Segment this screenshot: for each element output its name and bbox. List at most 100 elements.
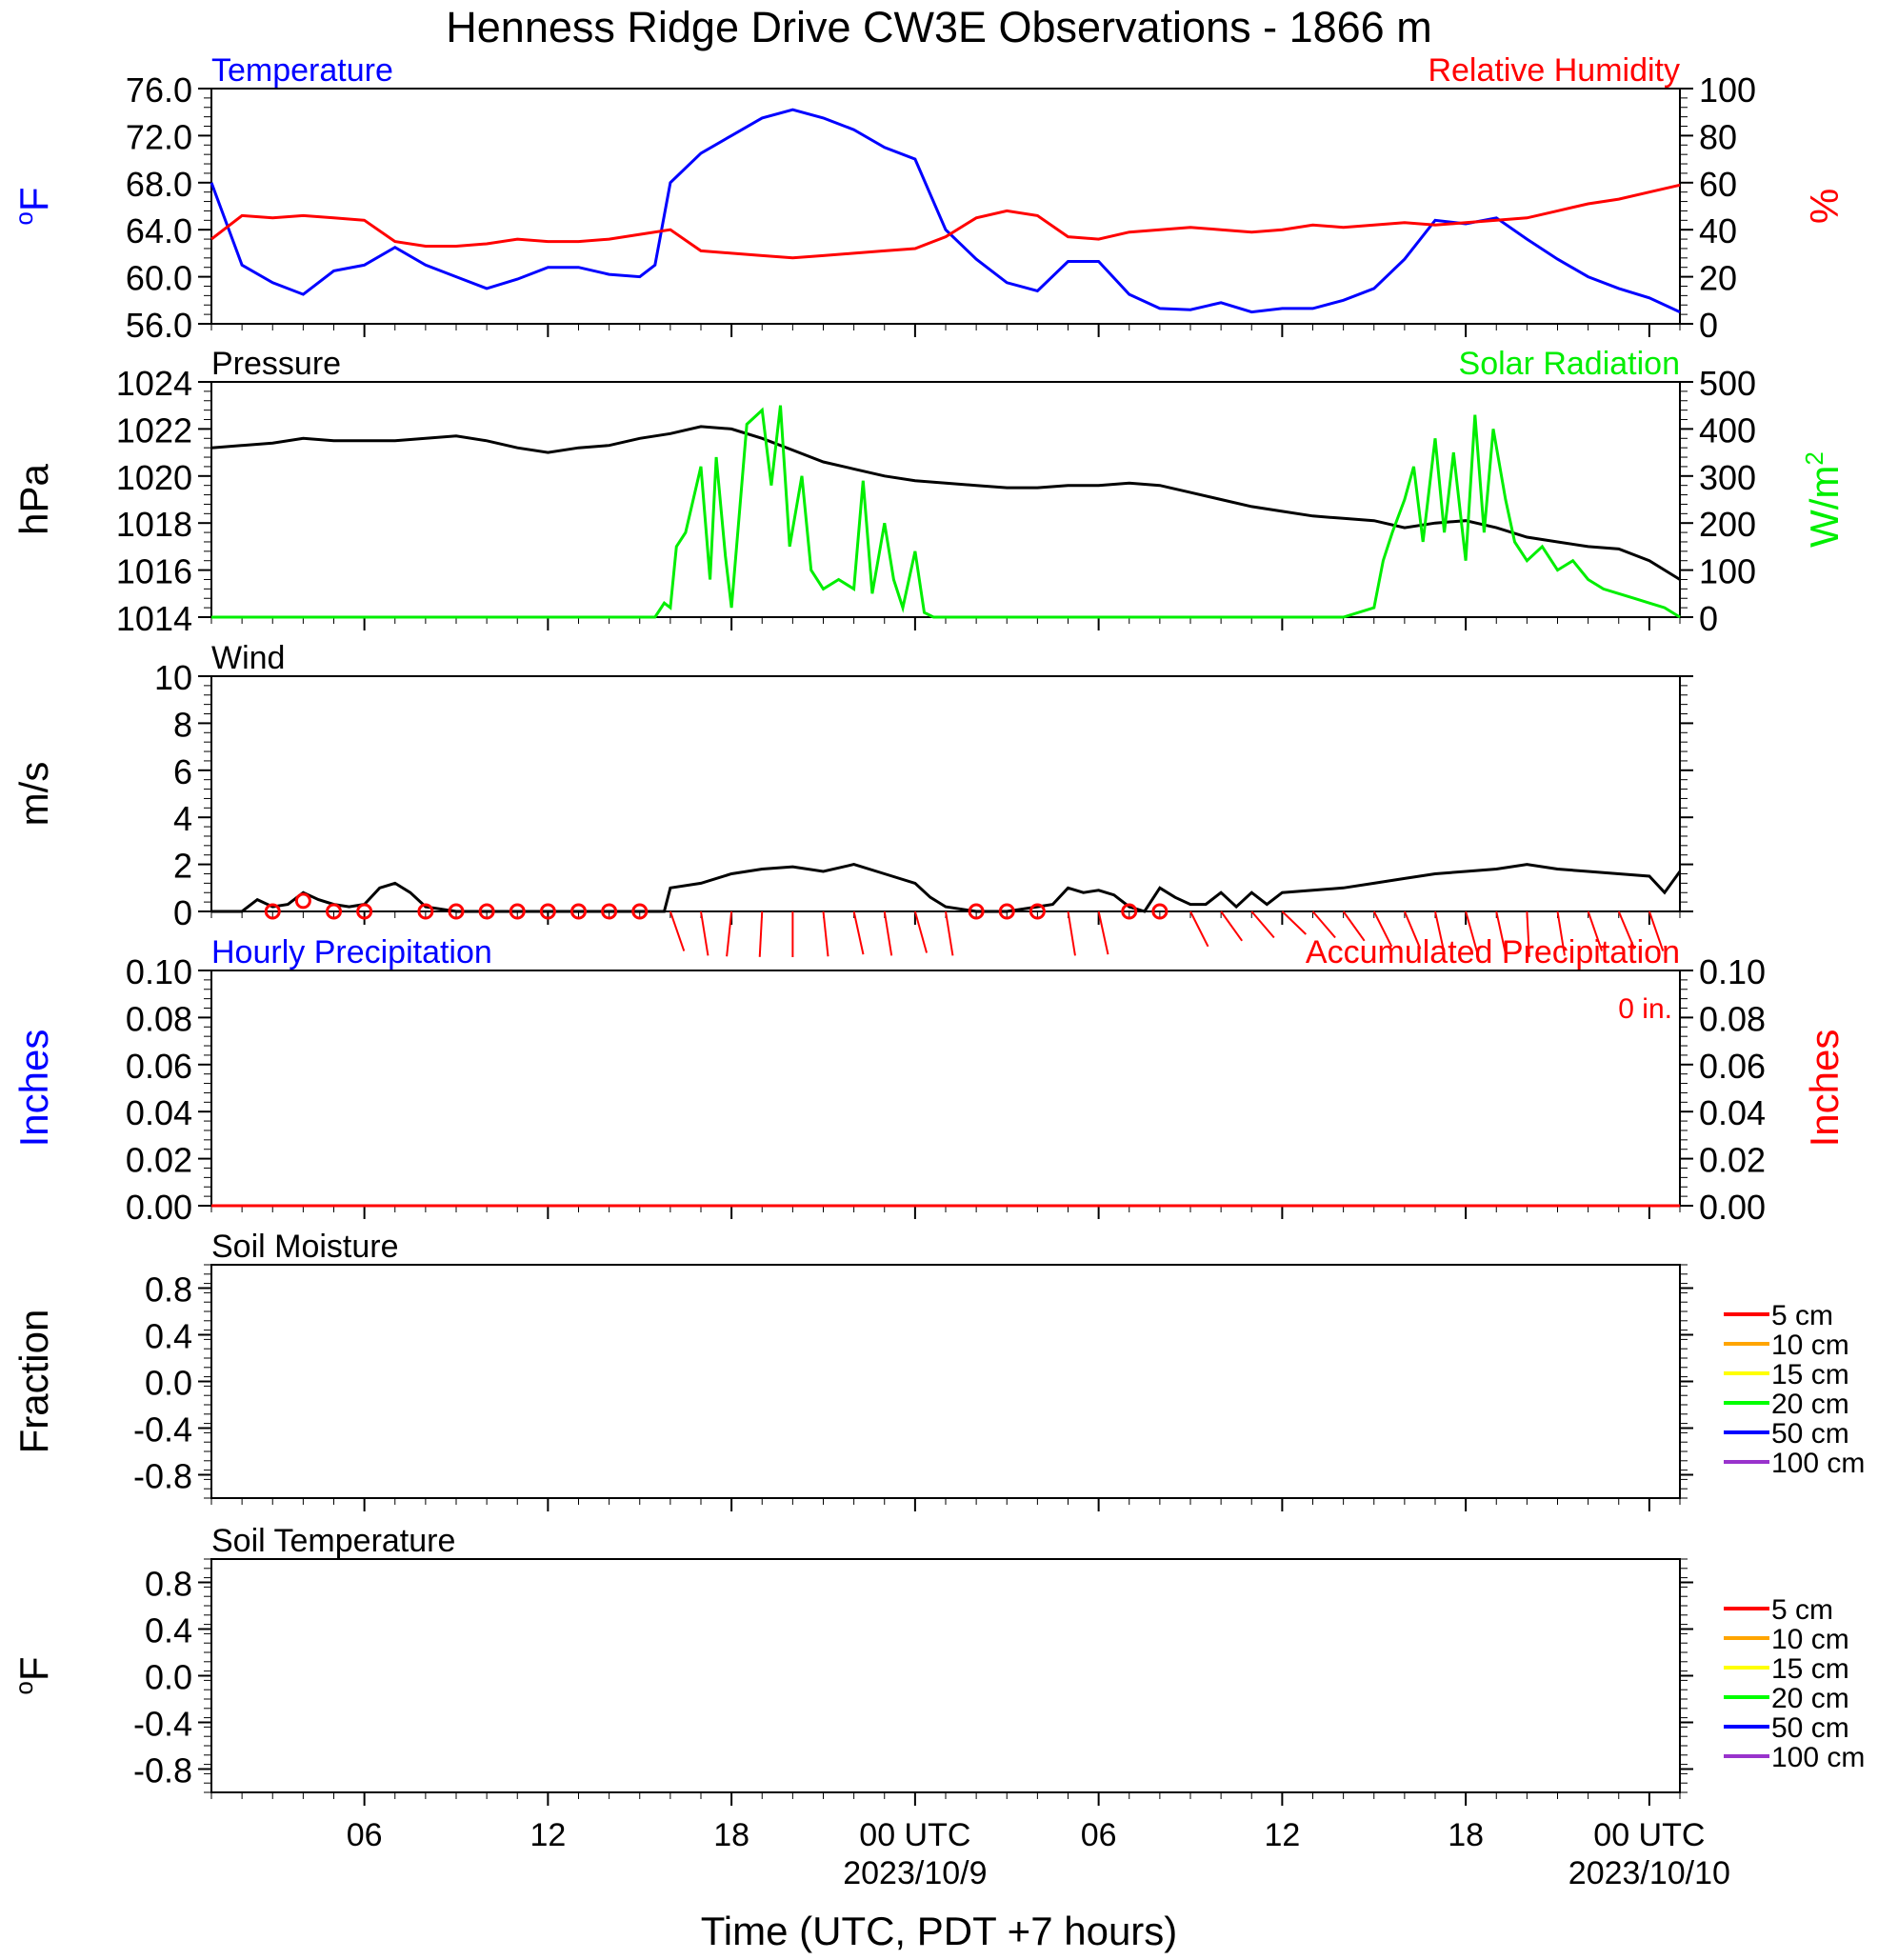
wind-barb bbox=[669, 910, 686, 951]
wind-barb bbox=[1250, 910, 1275, 939]
plot-frame bbox=[210, 88, 1681, 325]
y-tick-label-right: 300 bbox=[1699, 458, 1756, 497]
wind-calm-marker bbox=[1121, 903, 1138, 920]
panel-hourly-precipitation: 0.00 0.02 0.04 0.06 0.08 0.10 0.00 0.02 0.04 0.06… bbox=[11, 934, 1847, 1227]
legend-label: 10 cm bbox=[1771, 1330, 1849, 1361]
wind-barb bbox=[913, 910, 929, 953]
wind-barb bbox=[1067, 910, 1076, 956]
wind-barb bbox=[1311, 910, 1336, 939]
x-tick-label: 18 bbox=[1448, 1817, 1484, 1853]
legend-label: 100 cm bbox=[1771, 1742, 1865, 1773]
x-tick-label: 12 bbox=[1264, 1817, 1300, 1853]
panel-pressure: 1014 1016 1018 1020 1022 1024 0 100 200 300 400 500… bbox=[11, 346, 1847, 638]
wind-calm-marker bbox=[509, 903, 526, 920]
wind-calm-marker bbox=[356, 903, 373, 920]
y-tick-label-left: 4 bbox=[173, 799, 192, 838]
wind-barb bbox=[1434, 910, 1446, 955]
plot-frame bbox=[210, 1264, 1681, 1499]
panel-wind: 0 2 4 6 8 10 Wind m/s bbox=[11, 640, 1693, 957]
wind-barb bbox=[883, 910, 893, 956]
y-tick-label-left: -0.4 bbox=[133, 1410, 192, 1450]
panel-title-left: Soil Moisture bbox=[211, 1229, 399, 1265]
wind-calm-marker bbox=[570, 903, 587, 920]
y-tick-label-left: 60.0 bbox=[126, 259, 192, 298]
y-tick-label-left: 0.4 bbox=[145, 1611, 192, 1650]
legend-label: 100 cm bbox=[1771, 1448, 1865, 1479]
x-tick-label: 06 bbox=[1081, 1817, 1117, 1853]
plot-frame bbox=[210, 675, 1681, 912]
wind-barb bbox=[1617, 910, 1636, 950]
x-tick-label: 06 bbox=[347, 1817, 383, 1853]
wind-calm-marker bbox=[448, 903, 465, 920]
chart-title: Henness Ridge Drive CW3E Observations - … bbox=[446, 3, 1431, 51]
y-tick-label-left: 0.4 bbox=[145, 1317, 192, 1356]
y-tick-label-right: 100 bbox=[1699, 552, 1756, 591]
wind-barb bbox=[1403, 910, 1422, 950]
legend-label: 5 cm bbox=[1771, 1300, 1833, 1331]
panel-title-right: Relative Humidity bbox=[1428, 52, 1680, 89]
wind-barb bbox=[1526, 910, 1530, 957]
panel-title-left: Temperature bbox=[211, 52, 393, 89]
y-tick-label-left: 0.06 bbox=[126, 1047, 192, 1086]
y-tick-label-right: 100 bbox=[1699, 70, 1756, 110]
y-axis-label-left: hPa bbox=[11, 463, 56, 534]
series-temperature bbox=[210, 108, 1681, 314]
y-tick-label-left: 76.0 bbox=[126, 70, 192, 110]
y-axis-label-right: Inches bbox=[1802, 1030, 1847, 1148]
y-tick-label-left: -0.8 bbox=[133, 1751, 192, 1790]
time-axis-label: Time (UTC, PDT +7 hours) bbox=[701, 1909, 1178, 1953]
panel-title-right: Accumulated Precipitation bbox=[1306, 934, 1680, 970]
wind-barb bbox=[1281, 910, 1308, 935]
panel-title-left: Pressure bbox=[211, 346, 341, 382]
y-tick-label-right: 80 bbox=[1699, 117, 1737, 156]
x-date-label: 2023/10/9 bbox=[843, 1855, 987, 1891]
wind-calm-marker bbox=[998, 903, 1015, 920]
y-tick-label-left: 1018 bbox=[116, 505, 192, 544]
wind-calm-marker bbox=[968, 903, 985, 920]
wind-barb bbox=[1495, 910, 1508, 955]
y-axis-label-left: Inches bbox=[11, 1030, 56, 1148]
y-axis-label-left: oF bbox=[10, 187, 56, 225]
plot-frame bbox=[210, 970, 1681, 1207]
wind-barb bbox=[1465, 910, 1479, 953]
wind-barb bbox=[1342, 910, 1366, 942]
legend-label: 15 cm bbox=[1771, 1653, 1849, 1685]
y-tick-label-left: 64.0 bbox=[126, 211, 192, 250]
y-tick-label-left: 0.00 bbox=[126, 1188, 192, 1227]
legend-label: 20 cm bbox=[1771, 1683, 1849, 1714]
y-tick-label-left: 1020 bbox=[116, 458, 192, 497]
y-tick-label-left: 0.04 bbox=[126, 1093, 192, 1132]
wind-barb bbox=[945, 910, 954, 956]
panel-soil-moisture: -0.8 -0.4 0.0 0.4 0.8 Soil Moisture Fraction 5 … bbox=[11, 1229, 1865, 1511]
y-tick-label-left: -0.4 bbox=[133, 1705, 192, 1744]
wind-calm-marker bbox=[294, 892, 311, 910]
legend-label: 50 cm bbox=[1771, 1712, 1849, 1744]
y-tick-label-right: 0 bbox=[1699, 306, 1718, 345]
y-axis-label-right: % bbox=[1802, 189, 1847, 224]
legend-label: 10 cm bbox=[1771, 1624, 1849, 1655]
y-tick-label-left: 1022 bbox=[116, 410, 192, 450]
y-tick-label-right: 0.02 bbox=[1699, 1141, 1766, 1180]
y-tick-label-right: 200 bbox=[1699, 505, 1756, 544]
wind-barb bbox=[758, 910, 764, 957]
series-pressure bbox=[210, 425, 1681, 581]
y-tick-label-left: 1016 bbox=[116, 552, 192, 591]
accum-annotation: 0 in. bbox=[1618, 993, 1672, 1025]
wind-barb bbox=[1556, 910, 1566, 956]
y-tick-label-right: 0.04 bbox=[1699, 1093, 1766, 1132]
y-tick-label-right: 0.10 bbox=[1699, 952, 1766, 991]
legend-label: 15 cm bbox=[1771, 1359, 1849, 1390]
legend-label: 50 cm bbox=[1771, 1418, 1849, 1450]
legend-label: 20 cm bbox=[1771, 1389, 1849, 1420]
y-tick-label-left: 0.02 bbox=[126, 1141, 192, 1180]
y-tick-label-left: 56.0 bbox=[126, 306, 192, 345]
y-tick-label-left: 0.0 bbox=[145, 1658, 192, 1697]
y-tick-label-left: 72.0 bbox=[126, 117, 192, 156]
y-axis-label-left: Fraction bbox=[11, 1310, 56, 1454]
series-solar-radiation bbox=[211, 405, 1681, 619]
wind-barb bbox=[1189, 910, 1209, 948]
y-tick-label-left: 10 bbox=[154, 658, 192, 697]
y-tick-label-right: 0.06 bbox=[1699, 1047, 1766, 1086]
